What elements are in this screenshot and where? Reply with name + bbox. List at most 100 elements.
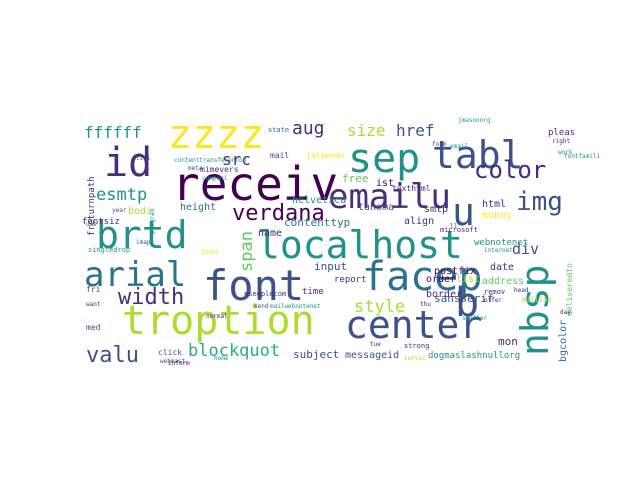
cloud-word: internet — [484, 247, 513, 254]
cloud-word: sep — [348, 136, 420, 182]
cloud-word: blockquot — [188, 341, 280, 361]
cloud-word: state — [268, 126, 289, 134]
cloud-word: mail — [270, 151, 289, 160]
cloud-word: free — [342, 172, 369, 185]
cloud-word: webmast — [160, 358, 186, 365]
cloud-word: input — [314, 260, 347, 273]
cloud-word: million — [522, 296, 552, 304]
cloud-word: src — [222, 150, 251, 169]
cloud-word: align — [404, 216, 434, 227]
cloud-word: ist — [376, 178, 394, 189]
cloud-word: time — [302, 287, 324, 297]
cloud-word: verdana — [232, 201, 325, 226]
cloud-word: facep — [362, 254, 482, 300]
cloud-word: dogmaslashnullorg — [428, 351, 520, 361]
cloud-word: bgcolor — [558, 320, 569, 362]
cloud-word: fontfamili — [564, 153, 601, 160]
cloud-word: tue — [370, 341, 381, 348]
cloud-word: postfix — [434, 266, 476, 277]
cloud-word: valu — [86, 343, 139, 368]
cloud-word: contenttransferencod — [174, 157, 247, 164]
cloud-word: titl — [136, 155, 151, 162]
cloud-word: color — [474, 156, 546, 184]
cloud-word: right — [552, 138, 570, 145]
cloud-word: texthtml — [392, 184, 431, 193]
cloud-word: messageid — [345, 350, 399, 361]
cloud-word: year — [112, 207, 127, 214]
cloud-word: meta — [188, 165, 203, 172]
cloud-word: size — [347, 121, 386, 140]
cloud-word: aug — [292, 118, 325, 139]
cloud-word: b — [455, 280, 479, 326]
cloud-word: singledrop — [88, 246, 130, 254]
cloud-word: busi — [202, 248, 219, 256]
cloud-word: arial — [84, 255, 186, 295]
cloud-word: email — [450, 143, 468, 150]
cloud-word: mailwebnotenet — [270, 303, 321, 310]
cloud-word: mon — [498, 335, 518, 348]
cloud-word: ffffff — [84, 123, 142, 142]
cloud-word: bodi — [128, 206, 152, 217]
cloud-word: fri — [86, 285, 101, 294]
cloud-word: center — [345, 303, 482, 347]
cloud-word: webnotenet — [474, 238, 528, 248]
cloud-word: esmtp — [96, 185, 147, 205]
cloud-word: list — [456, 274, 480, 285]
cloud-word: mimevers — [200, 165, 239, 174]
cloud-word: id — [104, 140, 152, 186]
cloud-word: tahoma — [358, 202, 394, 213]
cloud-word: want — [86, 301, 101, 308]
cloud-word: html — [482, 199, 506, 210]
cloud-word: ll — [450, 223, 458, 230]
cloud-word: pleas — [548, 128, 575, 138]
cloud-word: freturnpath — [87, 176, 97, 236]
cloud-word: eseeplecom — [244, 290, 286, 298]
cloud-word: subject — [293, 348, 339, 361]
cloud-word: address — [482, 276, 524, 287]
cloud-word: jmasonorg — [458, 117, 491, 124]
cloud-word: href — [396, 121, 435, 140]
cloud-word: helvetica — [292, 195, 346, 206]
cloud-word: tabl — [432, 133, 524, 177]
cloud-word: date — [490, 262, 514, 273]
cloud-word: localhost — [257, 223, 463, 267]
cloud-word: name — [258, 228, 282, 239]
cloud-word: med — [86, 323, 101, 332]
cloud-word: compani — [202, 175, 228, 182]
cloud-word: nbsp — [513, 264, 557, 356]
cloud-word: height — [180, 202, 216, 213]
cloud-word: report — [334, 275, 367, 285]
cloud-word: receiv — [172, 157, 338, 211]
cloud-word: thu — [420, 301, 431, 308]
cloud-word: servic — [404, 355, 426, 362]
cloud-word: normal — [206, 313, 228, 320]
cloud-word: contenttyp — [284, 216, 350, 229]
cloud-word: money — [482, 210, 512, 221]
cloud-word: zzzz — [168, 112, 264, 158]
cloud-word: fontsiz — [82, 217, 120, 227]
cloud-word: jalapeno — [306, 151, 345, 160]
cloud-word: emailu — [328, 177, 451, 217]
cloud-word: inform — [168, 360, 190, 367]
cloud-word: remov — [484, 288, 505, 296]
cloud-word: border — [426, 289, 462, 300]
cloud-word: microsoft — [440, 226, 478, 234]
cloud-word: font — [203, 261, 304, 310]
cloud-word: head — [514, 287, 529, 294]
cloud-word: div — [512, 240, 539, 258]
cloud-word: send — [254, 303, 269, 310]
cloud-word: form — [432, 141, 447, 148]
cloud-word: offer — [484, 297, 502, 304]
cloud-word: imap — [136, 239, 151, 246]
cloud-word: program — [149, 208, 156, 234]
cloud-word: home — [214, 355, 229, 362]
cloud-word: troption — [122, 298, 315, 344]
cloud-word: brtd — [96, 213, 188, 257]
cloud-word: click — [158, 348, 182, 357]
cloud-word: strong — [404, 342, 429, 350]
cloud-word: u — [452, 190, 475, 234]
cloud-word: day — [560, 309, 571, 316]
cloud-word: smaller — [462, 315, 488, 322]
cloud-word: width — [118, 285, 184, 310]
cloud-word: order — [426, 274, 456, 285]
